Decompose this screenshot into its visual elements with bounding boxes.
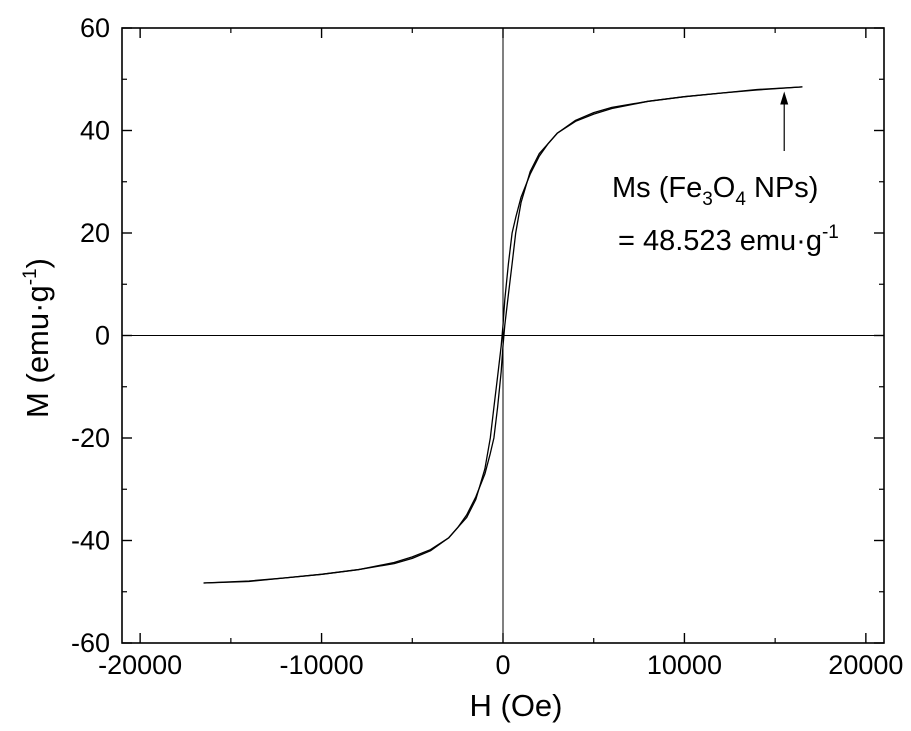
series-line-1	[203, 86, 803, 584]
y-axis-title-superscript: -1	[20, 268, 41, 285]
y-axis-title: M (emu·g-1)	[20, 258, 55, 418]
x-tick-label: -10000	[280, 650, 364, 680]
annotation-line-1-post: NPs)	[746, 172, 819, 204]
x-tick-label: -20000	[98, 650, 182, 680]
y-tick-label: -20	[71, 423, 110, 453]
series-layer	[203, 86, 803, 584]
annotation-line-1-pre: Ms (Fe	[612, 172, 702, 204]
y-tick-label: 40	[80, 116, 110, 146]
y-tick-label: -40	[71, 526, 110, 556]
y-tick-labels: -60 -40 -20 0 20 40 60	[71, 13, 110, 658]
zero-lines	[122, 28, 884, 643]
x-tick-label: 10000	[647, 650, 722, 680]
ms-annotation: Ms (Fe3O4 NPs) = 48.523 emu·g-1	[612, 91, 839, 257]
x-tick-label: 20000	[828, 650, 903, 680]
y-tick-label: 20	[80, 218, 110, 248]
y-axis-title-main: M (emu·g	[20, 285, 55, 418]
series-line-2	[203, 86, 803, 584]
annotation-line-1: Ms (Fe3O4 NPs)	[612, 172, 818, 210]
annotation-sub-4: 4	[735, 189, 746, 210]
annotation-line-2-main: = 48.523 emu·g	[618, 225, 822, 257]
annotation-arrow-head	[780, 91, 789, 105]
y-axis-title-close: )	[20, 258, 55, 268]
x-tick-labels: -20000 -10000 0 10000 20000	[98, 650, 903, 680]
y-tick-label: -60	[71, 628, 110, 658]
x-axis-title: H (Oe)	[470, 688, 563, 723]
annotation-line-1-mid: O	[713, 172, 736, 204]
x-tick-label: 0	[495, 650, 510, 680]
y-tick-label: 60	[80, 13, 110, 43]
annotation-line-2: = 48.523 emu·g-1	[618, 222, 839, 257]
axis-ticks	[122, 27, 884, 644]
y-tick-label: 0	[95, 321, 110, 351]
annotation-sub-3: 3	[702, 189, 713, 210]
annotation-line-2-superscript: -1	[822, 222, 839, 243]
